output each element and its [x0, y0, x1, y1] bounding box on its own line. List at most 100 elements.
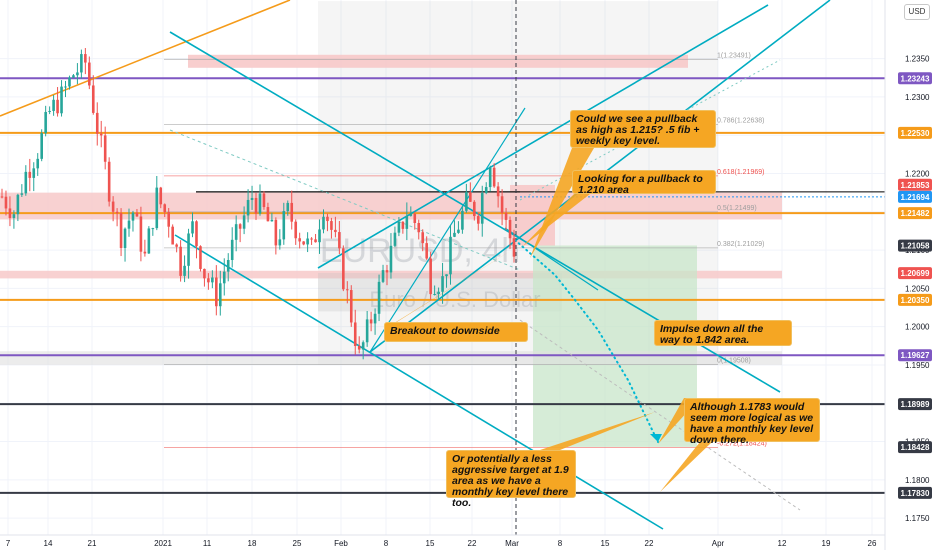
- rise-line: [369, 107, 526, 353]
- candle-body: [0, 196, 4, 198]
- x-tick-label: 8: [384, 539, 389, 548]
- price-label: 1.20699: [901, 269, 930, 278]
- candle-body: [429, 258, 432, 295]
- x-tick-label: 22: [468, 539, 477, 548]
- candle-body: [342, 248, 345, 290]
- candle-body: [40, 133, 43, 159]
- price-label: 1.23243: [901, 74, 930, 83]
- annotation-pullback-1215: Could we see a pullback as high as 1.215…: [570, 110, 716, 148]
- candle-body: [179, 246, 182, 276]
- fib-label: 0.786(1.22638): [717, 118, 764, 125]
- annotation-impulse-down: Impulse down all the way to 1.842 area.: [654, 320, 792, 346]
- y-tick-label: 1.2000: [905, 323, 930, 332]
- candle-body: [294, 221, 298, 239]
- candle-body: [147, 228, 151, 254]
- candle-body: [48, 110, 51, 112]
- dotted-ext: [519, 59, 781, 201]
- candle-body: [457, 229, 460, 233]
- price-label-bg: [898, 207, 932, 220]
- fib-label: 1(1.23491): [717, 52, 751, 59]
- fib-label: 0.618(1.21969): [717, 169, 764, 176]
- x-tick-label: Feb: [334, 539, 348, 548]
- candle-body: [445, 274, 448, 277]
- candle-body: [306, 238, 309, 245]
- candle-body: [484, 187, 488, 194]
- candle-body: [107, 161, 111, 202]
- pointer-breakout: [384, 245, 520, 330]
- supply-zone: [0, 192, 782, 220]
- price-label-bg: [898, 239, 932, 252]
- x-tick-label: 21: [88, 539, 97, 548]
- candle-body: [68, 77, 71, 87]
- candle-body: [310, 238, 313, 240]
- candle-body: [496, 186, 500, 197]
- candle-body: [24, 171, 28, 194]
- candle-body: [175, 244, 178, 247]
- candle-body: [330, 221, 333, 230]
- candle-body: [167, 212, 170, 227]
- candle-body: [258, 193, 262, 214]
- candle-body: [298, 238, 301, 242]
- candle-body: [437, 291, 440, 295]
- x-tick-label: 8: [558, 539, 563, 548]
- x-tick-label: 26: [868, 539, 877, 548]
- candle-body: [476, 216, 480, 224]
- candle-body: [282, 211, 286, 240]
- x-tick-label: 12: [778, 539, 787, 548]
- price-label: 1.21482: [901, 209, 930, 218]
- candle-body: [250, 197, 254, 200]
- candle-body: [187, 233, 190, 266]
- candle-body: [385, 270, 389, 273]
- candle-body: [119, 213, 123, 248]
- candle-body: [361, 342, 365, 350]
- candle-body: [421, 232, 425, 244]
- pointer-1210: [522, 194, 590, 247]
- candle-body: [274, 219, 278, 246]
- x-tick-label: 14: [44, 539, 53, 548]
- candle-body: [322, 216, 325, 230]
- y-tick-label: 1.1950: [905, 361, 930, 370]
- candle-body: [203, 268, 206, 279]
- candle-body: [334, 229, 337, 233]
- price-label: 1.19627: [901, 351, 930, 360]
- price-label-bg: [898, 349, 932, 362]
- candle-body: [4, 196, 8, 209]
- candle-body: [44, 111, 47, 134]
- candle-body: [218, 283, 222, 307]
- candle-body: [226, 260, 230, 272]
- candle-body: [381, 270, 385, 282]
- price-label: 1.17830: [901, 489, 930, 498]
- candle-body: [60, 86, 63, 114]
- pointer-19: [540, 412, 655, 450]
- candles: [0, 48, 516, 360]
- candle-body: [318, 229, 321, 243]
- candle-body: [91, 85, 95, 113]
- candle-body: [389, 245, 393, 273]
- candle-body: [215, 277, 218, 307]
- x-tick-label: 11: [203, 539, 212, 548]
- candle-body: [131, 212, 135, 221]
- price-label-bg: [898, 293, 932, 306]
- price-label: 1.20350: [901, 296, 930, 305]
- candle-body: [139, 216, 143, 252]
- channel-shade: [318, 273, 562, 312]
- x-tick-label: Mar: [505, 539, 519, 548]
- candle-body: [246, 199, 250, 216]
- candle-body: [314, 239, 317, 243]
- currency-badge[interactable]: USD: [904, 4, 930, 20]
- projection-arrow: [650, 434, 662, 442]
- target-box: [533, 245, 697, 447]
- candle-body: [88, 62, 91, 86]
- candle-body: [453, 232, 456, 237]
- candle-body: [365, 319, 369, 343]
- price-label: 1.21694: [901, 193, 930, 202]
- price-label: 1.21853: [901, 181, 930, 190]
- candle-body: [52, 99, 55, 111]
- candle-body: [135, 212, 139, 217]
- candle-body: [346, 289, 349, 291]
- fib-label: 0.382(1.21029): [717, 241, 764, 248]
- price-label-bg: [898, 486, 932, 499]
- candle-body: [500, 196, 504, 213]
- candle-body: [28, 171, 32, 178]
